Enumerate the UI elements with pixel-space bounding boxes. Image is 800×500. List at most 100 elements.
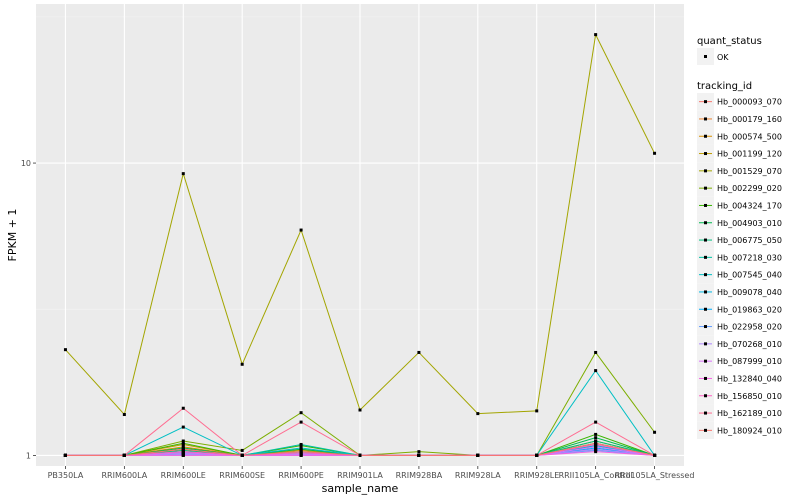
data-point — [181, 439, 185, 443]
legend-point-key — [704, 411, 707, 415]
data-point — [594, 447, 598, 451]
data-point — [122, 453, 126, 457]
legend-point-key — [704, 359, 707, 363]
data-point — [240, 448, 244, 452]
x-tick-label: RRII105LA_Stressed — [615, 471, 695, 480]
legend-point-key — [704, 221, 707, 225]
legend-label-Hb_004324_170: Hb_004324_170 — [717, 201, 782, 210]
data-point — [476, 453, 480, 457]
data-point — [181, 453, 185, 457]
x-tick-label: PB350LA — [48, 471, 84, 480]
x-tick-label: RRIM600LA — [101, 471, 147, 480]
data-point — [594, 450, 598, 454]
y-axis: 1 10 — [21, 159, 36, 460]
data-point — [299, 450, 303, 454]
data-point — [653, 453, 657, 457]
x-tick-label: RRIM600PE — [278, 471, 324, 480]
data-point — [181, 406, 185, 410]
data-point — [653, 430, 657, 434]
data-point — [181, 450, 185, 454]
x-tick-label: RRIM600SE — [219, 471, 265, 480]
legend-point-key — [704, 238, 707, 242]
legend-label-Hb_000574_500: Hb_000574_500 — [717, 132, 782, 141]
data-point — [299, 420, 303, 424]
legend-point-key — [704, 152, 707, 156]
legend-title-tracking-id: tracking_id — [697, 81, 752, 92]
data-point — [535, 453, 539, 457]
data-point — [535, 409, 539, 413]
legend-label-Hb_001529_070: Hb_001529_070 — [717, 167, 782, 176]
x-axis-title: sample_name — [322, 482, 399, 495]
legend-label-Hb_000093_070: Hb_000093_070 — [717, 98, 782, 107]
data-point — [63, 453, 67, 457]
data-point — [653, 151, 657, 155]
legend-point-key — [704, 273, 707, 277]
data-point — [181, 447, 185, 451]
x-tick-label: RRIM901LA — [337, 471, 383, 480]
legend-label-ok: OK — [717, 53, 729, 62]
data-point — [594, 420, 598, 424]
legend-label-Hb_019863_020: Hb_019863_020 — [717, 305, 782, 314]
legend-point-key — [704, 307, 707, 311]
legend-label-Hb_162189_010: Hb_162189_010 — [717, 409, 782, 418]
legend-label-Hb_007545_040: Hb_007545_040 — [717, 271, 782, 280]
x-tick-label: RRIM928LE — [514, 471, 559, 480]
x-tick-label: RRIM928LA — [455, 471, 501, 480]
legend-label-Hb_070268_010: Hb_070268_010 — [717, 340, 782, 349]
legend-label-Hb_022958_020: Hb_022958_020 — [717, 323, 782, 332]
y-tick-label: 10 — [21, 159, 31, 168]
data-point — [122, 413, 126, 417]
legend-point-key — [704, 55, 707, 58]
data-point — [299, 411, 303, 415]
legend-label-Hb_132840_040: Hb_132840_040 — [717, 374, 782, 383]
data-point — [594, 445, 598, 449]
data-point — [594, 439, 598, 443]
data-point — [594, 436, 598, 440]
data-point — [181, 172, 185, 176]
data-point — [240, 453, 244, 457]
legend-label-Hb_009078_040: Hb_009078_040 — [717, 288, 782, 297]
x-tick-label: RRIM600LE — [161, 471, 206, 480]
data-point — [594, 432, 598, 436]
data-point — [476, 412, 480, 416]
legend: quant_status OK tracking_id Hb_000093_07… — [697, 36, 782, 439]
legend-point-key — [704, 117, 707, 121]
y-tick-label: 1 — [26, 451, 31, 460]
legend-label-Hb_001199_120: Hb_001199_120 — [717, 150, 782, 159]
data-point — [594, 350, 598, 354]
legend-label-Hb_156850_010: Hb_156850_010 — [717, 392, 782, 401]
data-point — [299, 442, 303, 446]
y-axis-title: FPKM + 1 — [6, 209, 19, 262]
data-point — [299, 446, 303, 450]
legend-label-Hb_004903_010: Hb_004903_010 — [717, 219, 782, 228]
legend-label-Hb_002299_020: Hb_002299_020 — [717, 184, 782, 193]
legend-label-Hb_180924_010: Hb_180924_010 — [717, 426, 782, 435]
data-point — [417, 450, 421, 454]
legend-point-key — [704, 428, 707, 432]
legend-point-key — [704, 290, 707, 294]
legend-point-key — [704, 342, 707, 346]
legend-point-key — [704, 100, 707, 104]
data-point — [240, 362, 244, 366]
data-point — [417, 350, 421, 354]
data-point — [594, 369, 598, 373]
data-point — [417, 453, 421, 457]
legend-title-quant-status: quant_status — [697, 36, 762, 47]
legend-point-key — [704, 394, 707, 398]
legend-point-key — [704, 255, 707, 259]
data-point — [299, 453, 303, 457]
legend-point-key — [704, 376, 707, 380]
legend-point-key — [704, 186, 707, 190]
x-axis: PB350LA RRIM600LA RRIM600LE RRIM600SE RRIM60… — [48, 466, 695, 480]
data-point — [358, 408, 362, 412]
data-point — [181, 425, 185, 429]
legend-label-Hb_006775_050: Hb_006775_050 — [717, 236, 782, 245]
legend-point-key — [704, 203, 707, 207]
x-tick-label: RRIM928BA — [396, 471, 443, 480]
legend-point-key — [704, 134, 707, 138]
data-point — [63, 348, 67, 352]
x-tick-label: RRII105LA_Control — [559, 471, 633, 480]
data-point — [594, 441, 598, 445]
legend-label-Hb_087999_010: Hb_087999_010 — [717, 357, 782, 366]
